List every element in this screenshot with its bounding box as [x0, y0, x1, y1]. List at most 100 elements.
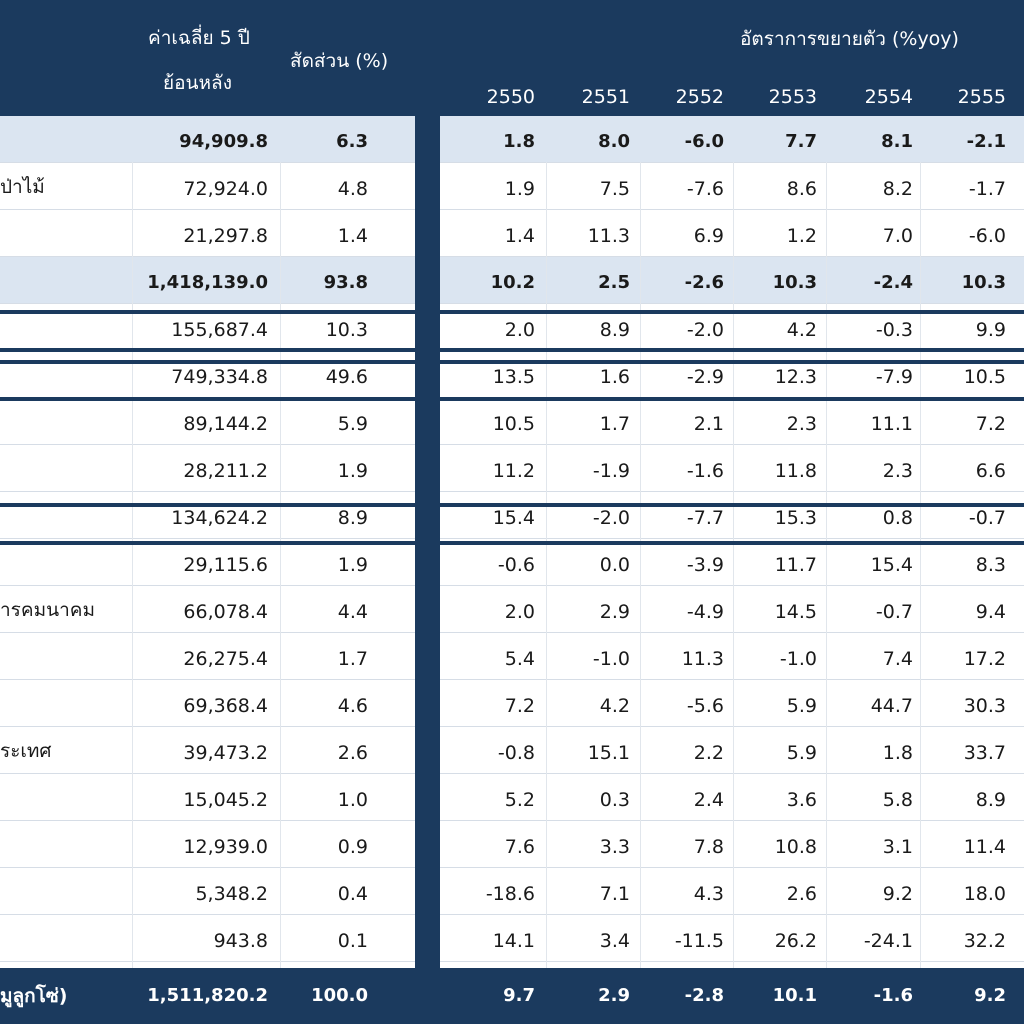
- share-value: 1.9: [337, 554, 368, 576]
- avg-value: 26,275.4: [183, 648, 268, 670]
- group-line: [0, 397, 1024, 401]
- row-separator: [0, 538, 1024, 539]
- growth-value: 10.5: [963, 366, 1006, 388]
- growth-value: 1.6: [599, 366, 630, 388]
- growth-value: 44.7: [870, 695, 913, 717]
- growth-value: 4.2: [786, 319, 817, 341]
- row-separator: [0, 914, 1024, 915]
- growth-value: 14.1: [492, 930, 535, 952]
- share-value: 1.0: [337, 789, 368, 811]
- year-header: 2555: [957, 86, 1006, 108]
- growth-value: 26.2: [774, 930, 817, 952]
- growth-value: 15.1: [587, 742, 630, 764]
- growth-value: 8.0: [598, 131, 630, 152]
- total-row: มูลูกโซ่) 1,511,820.2 100.0 9.7 2.9 -2.8 10.1 -…: [0, 968, 1024, 1024]
- growth-value: 7.2: [975, 413, 1006, 435]
- column-separator: [733, 162, 734, 968]
- row-label: ระเทศ: [0, 740, 52, 762]
- growth-value: 8.1: [881, 131, 913, 152]
- growth-value: -6.0: [968, 225, 1006, 247]
- highlight-band: [440, 257, 1024, 303]
- share-value: 93.8: [323, 272, 368, 293]
- highlight-band: [0, 116, 415, 162]
- growth-value: 2.4: [693, 789, 724, 811]
- growth-value: 2.0: [504, 319, 535, 341]
- growth-value: 12.3: [774, 366, 817, 388]
- growth-value: 1.7: [599, 413, 630, 435]
- growth-value: 2.6: [786, 883, 817, 905]
- avg-value: 29,115.6: [183, 554, 268, 576]
- growth-value: -0.8: [497, 742, 535, 764]
- row-separator: [0, 256, 1024, 257]
- column-separator: [280, 162, 281, 968]
- highlight-band: [440, 116, 1024, 162]
- growth-value: 11.3: [681, 648, 724, 670]
- growth-value: 33.7: [963, 742, 1006, 764]
- growth-value: 8.9: [599, 319, 630, 341]
- avg-value: 39,473.2: [183, 742, 268, 764]
- growth-value: -3.9: [686, 554, 724, 576]
- growth-value: -6.0: [684, 131, 724, 152]
- share-value: 1.7: [337, 648, 368, 670]
- growth-value: 4.3: [693, 883, 724, 905]
- table-header: [0, 0, 1024, 116]
- row-separator: [0, 773, 1024, 774]
- row-separator: [0, 491, 1024, 492]
- growth-value: 11.3: [587, 225, 630, 247]
- share-value: 0.9: [337, 836, 368, 858]
- growth-value: 11.8: [774, 460, 817, 482]
- growth-value: 5.9: [786, 695, 817, 717]
- header-share: สัดส่วน (%): [290, 50, 389, 72]
- avg-value: 28,211.2: [183, 460, 268, 482]
- growth-value: 8.9: [975, 789, 1006, 811]
- growth-value: -2.1: [966, 131, 1006, 152]
- year-header: 2554: [864, 86, 913, 108]
- growth-value: 7.4: [882, 648, 913, 670]
- total-growth: -2.8: [684, 985, 724, 1006]
- growth-value: 8.2: [882, 178, 913, 200]
- growth-value: 8.3: [975, 554, 1006, 576]
- total-growth: 9.7: [503, 985, 535, 1006]
- growth-value: 0.3: [599, 789, 630, 811]
- growth-value: -24.1: [863, 930, 913, 952]
- share-value: 49.6: [325, 366, 368, 388]
- share-value: 2.6: [337, 742, 368, 764]
- total-avg: 1,511,820.2: [147, 985, 268, 1006]
- avg-value: 5,348.2: [195, 883, 268, 905]
- growth-value: 2.1: [693, 413, 724, 435]
- growth-value: -2.9: [686, 366, 724, 388]
- header-growth: อัตราการขยายตัว (%yoy): [740, 28, 959, 50]
- year-header: 2553: [768, 86, 817, 108]
- group-line: [0, 310, 1024, 314]
- row-separator: [0, 679, 1024, 680]
- total-growth: -1.6: [873, 985, 913, 1006]
- growth-value: 9.4: [975, 601, 1006, 623]
- growth-value: 30.3: [963, 695, 1006, 717]
- total-growth: 9.2: [974, 985, 1006, 1006]
- growth-value: 8.6: [786, 178, 817, 200]
- share-value: 0.4: [337, 883, 368, 905]
- share-value: 4.8: [337, 178, 368, 200]
- growth-value: -2.4: [873, 272, 913, 293]
- growth-value: 2.3: [882, 460, 913, 482]
- growth-value: 17.2: [963, 648, 1006, 670]
- growth-value: 2.0: [504, 601, 535, 623]
- growth-value: -4.9: [686, 601, 724, 623]
- growth-value: 2.9: [599, 601, 630, 623]
- row-separator: [0, 632, 1024, 633]
- year-header: 2550: [486, 86, 535, 108]
- column-separator: [826, 162, 827, 968]
- row-separator: [0, 585, 1024, 586]
- growth-value: 18.0: [963, 883, 1006, 905]
- growth-value: -0.3: [875, 319, 913, 341]
- growth-value: 7.6: [504, 836, 535, 858]
- growth-value: 11.7: [774, 554, 817, 576]
- avg-value: 12,939.0: [183, 836, 268, 858]
- growth-value: 3.3: [599, 836, 630, 858]
- highlight-band: [0, 257, 415, 303]
- total-growth: 2.9: [598, 985, 630, 1006]
- growth-value: -2.0: [592, 507, 630, 529]
- row-separator: [0, 444, 1024, 445]
- avg-value: 155,687.4: [171, 319, 268, 341]
- column-separator: [920, 162, 921, 968]
